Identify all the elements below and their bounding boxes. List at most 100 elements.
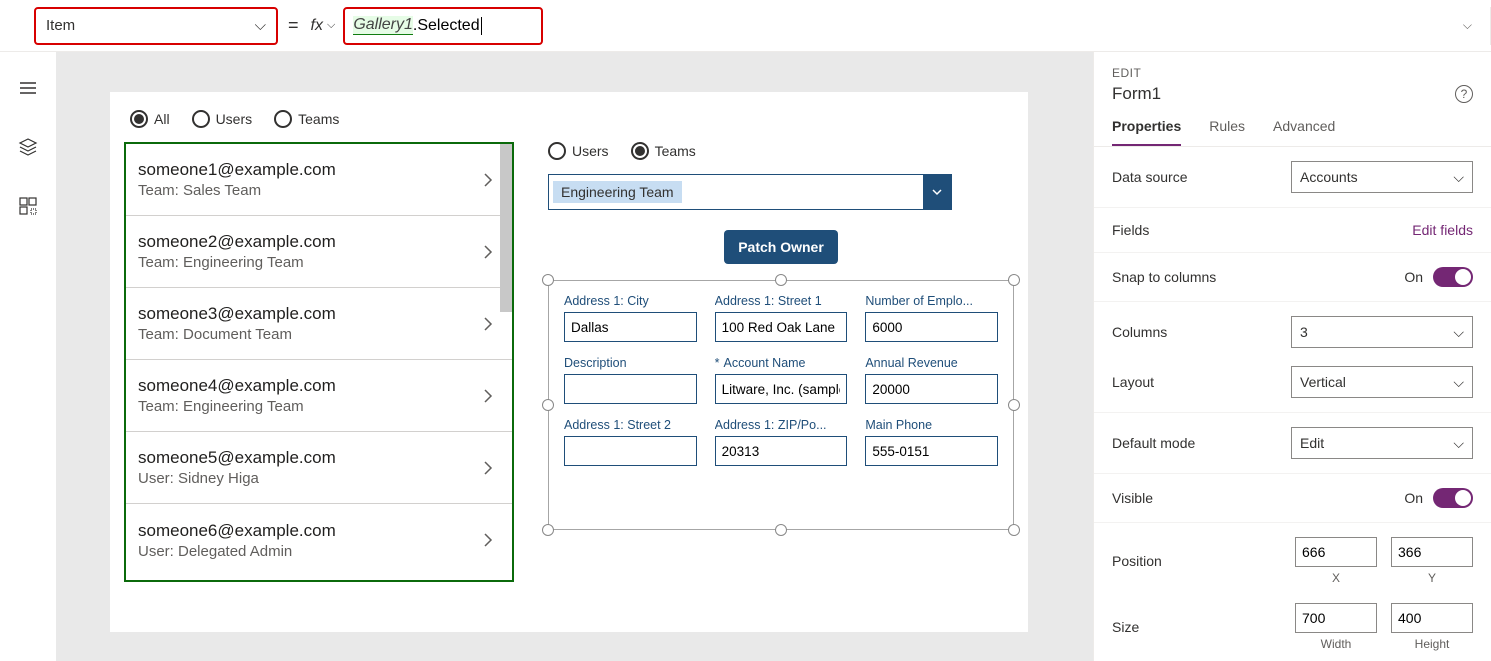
visible-label: Visible <box>1112 490 1153 506</box>
defaultmode-label: Default mode <box>1112 435 1195 451</box>
filter2-radio-group: Users Teams <box>548 142 1014 160</box>
columns-dropdown[interactable]: 3⌵ <box>1291 316 1473 348</box>
visible-toggle[interactable] <box>1433 488 1473 508</box>
gallery-item[interactable]: someone2@example.com Team: Engineering Te… <box>126 216 512 288</box>
chevron-right-icon <box>478 386 498 406</box>
size-width-input[interactable] <box>1295 603 1377 633</box>
gallery-item-sub: User: Delegated Admin <box>138 543 336 560</box>
defaultmode-dropdown[interactable]: Edit⌵ <box>1291 427 1473 459</box>
gallery-item-sub: Team: Document Team <box>138 326 336 343</box>
text-cursor <box>481 17 482 35</box>
radio-label: Teams <box>298 111 339 127</box>
gallery-item-sub: User: Sidney Higa <box>138 470 336 487</box>
formula-bar-expand[interactable]: ⌵ <box>543 7 1491 45</box>
filter1-radio-group: All Users Teams <box>124 110 1014 128</box>
gallery-item-email: someone4@example.com <box>138 376 336 396</box>
snap-toggle[interactable] <box>1433 267 1473 287</box>
selection-border <box>548 280 1014 530</box>
radio-icon <box>130 110 148 128</box>
resize-handle-ml[interactable] <box>542 399 554 411</box>
radio-label: Users <box>216 111 253 127</box>
layout-dropdown[interactable]: Vertical⌵ <box>1291 366 1473 398</box>
resize-handle-tl[interactable] <box>542 274 554 286</box>
layers-icon[interactable] <box>18 137 38 160</box>
position-x-input[interactable] <box>1295 537 1377 567</box>
snap-label: Snap to columns <box>1112 269 1216 285</box>
gallery-item-sub: Team: Engineering Team <box>138 398 336 415</box>
columns-label: Columns <box>1112 324 1167 340</box>
panel-mode-label: EDIT <box>1112 66 1473 80</box>
resize-handle-tm[interactable] <box>775 274 787 286</box>
gallery-item[interactable]: someone5@example.com User: Sidney Higa <box>126 432 512 504</box>
equals-sign: = <box>288 15 299 36</box>
radio-label: Users <box>572 143 609 159</box>
resize-handle-bl[interactable] <box>542 524 554 536</box>
apps-icon[interactable] <box>18 196 38 219</box>
gallery-item-email: someone3@example.com <box>138 304 336 324</box>
chevron-down-icon: ⌵ <box>1453 169 1464 186</box>
tab-rules[interactable]: Rules <box>1209 118 1245 146</box>
resize-handle-bm[interactable] <box>775 524 787 536</box>
patch-owner-button[interactable]: Patch Owner <box>724 230 838 264</box>
formula-token-gallery: Gallery1 <box>353 16 413 35</box>
app-canvas[interactable]: All Users Teams someone1@example.comTeam: … <box>110 92 1028 632</box>
properties-panel: EDIT Form1 ? Properties Rules Advanced D… <box>1093 52 1491 661</box>
radio-icon <box>274 110 292 128</box>
gallery-item[interactable]: someone1@example.comTeam: Sales Team <box>126 144 512 216</box>
radio-option-all[interactable]: All <box>130 110 170 128</box>
gallery-item-sub: Team: Sales Team <box>138 182 336 199</box>
radio-label: Teams <box>655 143 696 159</box>
visible-value: On <box>1404 490 1423 506</box>
radio-option-users[interactable]: Users <box>548 142 609 160</box>
radio-label: All <box>154 111 170 127</box>
gallery-item-email: someone6@example.com <box>138 521 336 541</box>
chevron-down-icon: ⌵ <box>1453 435 1464 452</box>
radio-icon <box>192 110 210 128</box>
chevron-right-icon <box>478 314 498 334</box>
fx-icon: fx <box>311 17 323 35</box>
panel-tabs: Properties Rules Advanced <box>1094 104 1491 147</box>
property-dropdown[interactable]: Item ⌵ <box>34 7 278 45</box>
help-icon[interactable]: ? <box>1455 85 1473 103</box>
position-label: Position <box>1112 553 1162 569</box>
resize-handle-br[interactable] <box>1008 524 1020 536</box>
formula-token-selected: .Selected <box>413 17 480 35</box>
gallery-item[interactable]: someone6@example.com User: Delegated Admi… <box>126 504 512 576</box>
radio-icon <box>548 142 566 160</box>
gallery-item[interactable]: someone3@example.com Team: Document Team <box>126 288 512 360</box>
radio-option-teams[interactable]: Teams <box>274 110 339 128</box>
snap-value: On <box>1404 269 1423 285</box>
chevron-right-icon <box>478 530 498 550</box>
size-height-input[interactable] <box>1391 603 1473 633</box>
datasource-dropdown[interactable]: Accounts⌵ <box>1291 161 1473 193</box>
gallery-item-email: someone5@example.com <box>138 448 336 468</box>
tab-properties[interactable]: Properties <box>1112 118 1181 146</box>
gallery-item-email: someone2@example.com <box>138 232 336 252</box>
panel-title: Form1 <box>1112 84 1161 104</box>
gallery-item[interactable]: someone4@example.com Team: Engineering Te… <box>126 360 512 432</box>
datasource-label: Data source <box>1112 169 1187 185</box>
radio-option-teams[interactable]: Teams <box>631 142 696 160</box>
chevron-down-icon: ⌵ <box>1453 324 1464 341</box>
resize-handle-mr[interactable] <box>1008 399 1020 411</box>
resize-handle-tr[interactable] <box>1008 274 1020 286</box>
layout-label: Layout <box>1112 374 1154 390</box>
chevron-down-icon <box>923 175 951 209</box>
edit-fields-link[interactable]: Edit fields <box>1412 222 1473 238</box>
fx-dropdown-icon[interactable]: ⌵ <box>327 19 335 32</box>
radio-option-users[interactable]: Users <box>192 110 253 128</box>
hamburger-icon[interactable] <box>18 78 38 101</box>
form1-selection[interactable]: Address 1: CityAddress 1: Street 1Number… <box>548 280 1014 530</box>
gallery-item-sub: Team: Engineering Team <box>138 254 336 271</box>
gallery1[interactable]: someone1@example.comTeam: Sales Teamsome… <box>124 142 514 582</box>
formula-bar: Item ⌵ = fx ⌵ Gallery1.Selected ⌵ <box>0 0 1491 52</box>
tab-advanced[interactable]: Advanced <box>1273 118 1335 146</box>
team-combobox[interactable]: Engineering Team <box>548 174 952 210</box>
formula-input[interactable]: Gallery1.Selected <box>343 7 543 45</box>
radio-icon <box>631 142 649 160</box>
gallery-scrollbar[interactable] <box>500 144 512 312</box>
fields-label: Fields <box>1112 222 1149 238</box>
chevron-down-icon: ⌵ <box>255 17 266 34</box>
position-y-input[interactable] <box>1391 537 1473 567</box>
chevron-right-icon <box>478 170 498 190</box>
